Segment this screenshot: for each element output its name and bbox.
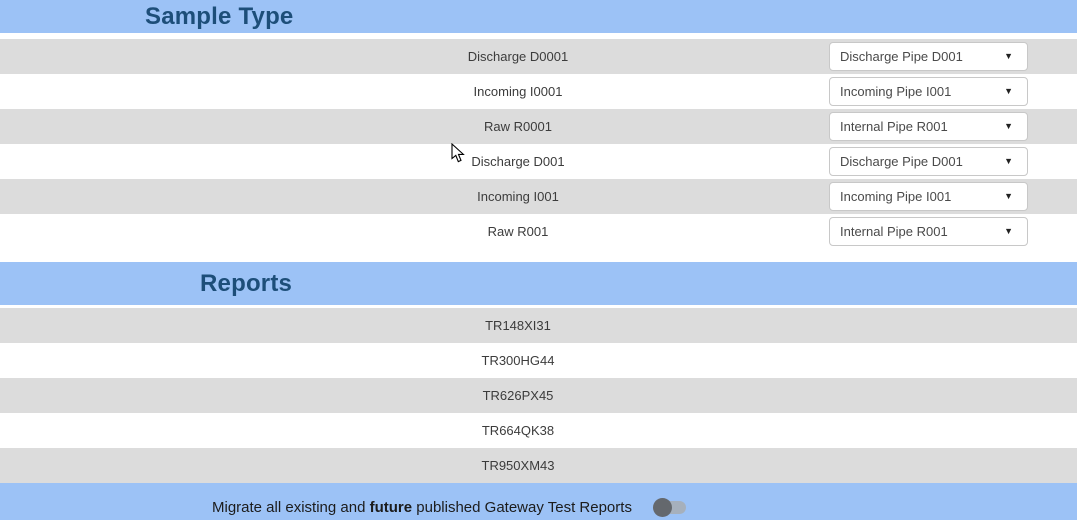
chevron-down-icon: ▼ [1004,226,1013,236]
sample-row: Incoming I001 Incoming Pipe I001 ▼ [0,179,1077,214]
report-row-label: TR664QK38 [481,423,555,438]
selected-option-label: Discharge Pipe D001 [840,154,963,169]
chevron-down-icon: ▼ [1004,86,1013,96]
sample-type-select[interactable]: Discharge Pipe D001 ▼ [829,42,1028,71]
report-row[interactable]: TR148XI31 [0,308,1077,343]
sample-type-select[interactable]: Internal Pipe R001 ▼ [829,217,1028,246]
sample-type-title: Sample Type [145,2,294,30]
selected-option-label: Internal Pipe R001 [840,224,948,239]
sample-row-label: Raw R001 [487,224,549,239]
sample-type-select[interactable]: Discharge Pipe D001 ▼ [829,147,1028,176]
sample-row-label: Incoming I0001 [473,84,563,99]
sample-row: Incoming I0001 Incoming Pipe I001 ▼ [0,74,1077,109]
toggle-knob-icon [652,497,672,517]
selected-option-label: Discharge Pipe D001 [840,49,963,64]
migrate-toggle[interactable] [652,497,686,517]
selected-option-label: Incoming Pipe I001 [840,189,952,204]
sample-row: Discharge D0001 Discharge Pipe D001 ▼ [0,39,1077,74]
chevron-down-icon: ▼ [1004,51,1013,61]
sample-row: Raw R0001 Internal Pipe R001 ▼ [0,109,1077,144]
report-row[interactable]: TR950XM43 [0,448,1077,483]
sample-row-label: Discharge D001 [471,154,565,169]
chevron-down-icon: ▼ [1004,121,1013,131]
sample-row-label: Discharge D0001 [467,49,569,64]
sample-row-label: Raw R0001 [484,119,552,134]
reports-title: Reports [200,269,293,297]
report-row-label: TR950XM43 [481,458,555,473]
report-row-label: TR626PX45 [482,388,554,403]
reports-list: TR148XI31 TR300HG44 TR626PX45 TR664QK38 … [0,308,1077,483]
report-row-label: TR300HG44 [481,353,555,368]
selected-option-label: Incoming Pipe I001 [840,84,952,99]
sample-row: Discharge D001 Discharge Pipe D001 ▼ [0,144,1077,179]
migrate-label-bold: future [369,498,413,516]
chevron-down-icon: ▼ [1004,156,1013,166]
migrate-bar: Migrate all existing and future publishe… [0,483,1077,520]
sample-row-label: Incoming I001 [477,189,559,204]
sample-type-select[interactable]: Internal Pipe R001 ▼ [829,112,1028,141]
migrate-row: Migrate all existing and future publishe… [212,495,686,519]
sample-type-select[interactable]: Incoming Pipe I001 ▼ [829,182,1028,211]
report-row[interactable]: TR664QK38 [0,413,1077,448]
chevron-down-icon: ▼ [1004,191,1013,201]
reports-header: Reports [0,262,1077,305]
migrate-label: Migrate all existing and future publishe… [212,499,632,516]
selected-option-label: Internal Pipe R001 [840,119,948,134]
report-row-label: TR148XI31 [485,318,551,333]
migrate-label-before: Migrate all existing and [212,498,366,516]
migrate-label-after: published Gateway Test Reports [416,498,632,516]
report-row[interactable]: TR626PX45 [0,378,1077,413]
sample-type-header: Sample Type [0,0,1077,33]
sample-row: Raw R001 Internal Pipe R001 ▼ [0,214,1077,249]
sample-type-list: Discharge D0001 Discharge Pipe D001 ▼ In… [0,39,1077,249]
sample-type-select[interactable]: Incoming Pipe I001 ▼ [829,77,1028,106]
report-row[interactable]: TR300HG44 [0,343,1077,378]
